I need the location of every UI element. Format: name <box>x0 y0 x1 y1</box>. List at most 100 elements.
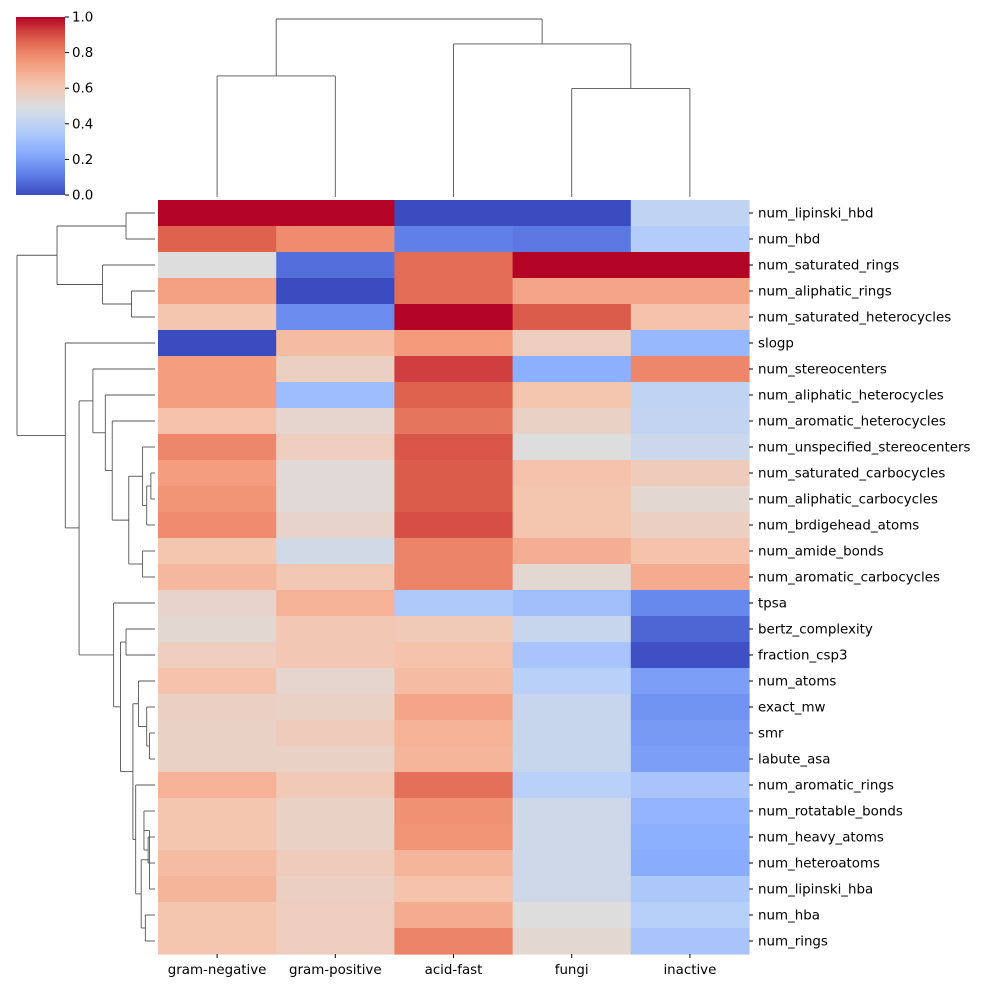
colorbar-tick-label: 0.4 <box>72 117 93 132</box>
heatmap-cell <box>394 304 514 331</box>
heatmap-cell <box>394 382 514 409</box>
heatmap-cell <box>512 642 632 669</box>
heatmap-cell <box>276 330 395 357</box>
heatmap-cell <box>276 564 395 591</box>
heatmap-cell <box>158 538 277 565</box>
heatmap-cell <box>512 252 632 279</box>
heatmap-cell <box>158 668 277 695</box>
heatmap-cell <box>394 902 514 929</box>
heatmap-cell <box>630 460 750 487</box>
heatmap-cell <box>158 356 277 383</box>
row-label: smr <box>758 727 784 742</box>
row-label: fraction_csp3 <box>758 649 848 664</box>
row-label: num_unspecified_stereocenters <box>758 441 971 456</box>
heatmap-cell <box>394 720 514 747</box>
heatmap-cell <box>158 252 277 279</box>
heatmap-cell <box>394 746 514 773</box>
heatmap-cell <box>630 330 750 357</box>
heatmap-cell <box>512 304 632 331</box>
colorbar-tick-label: 0.6 <box>72 82 93 97</box>
row-label: num_rings <box>758 935 828 950</box>
row-label: num_amide_bonds <box>758 545 884 560</box>
heatmap-cell <box>158 564 277 591</box>
heatmap-cell <box>158 226 277 253</box>
heatmap-cell <box>630 772 750 799</box>
heatmap-cell <box>394 668 514 695</box>
heatmap-cell <box>394 590 514 617</box>
heatmap-cell <box>394 252 514 279</box>
heatmap-cell <box>158 876 277 903</box>
heatmap-cell <box>512 538 632 565</box>
heatmap-cell <box>512 382 632 409</box>
heatmap-cell <box>276 694 395 721</box>
heatmap-cell <box>630 356 750 383</box>
heatmap-cell <box>276 486 395 513</box>
row-label: num_saturated_heterocycles <box>758 311 951 326</box>
heatmap-cell <box>630 798 750 825</box>
heatmap-cell <box>394 928 514 955</box>
colorbar: 0.0 0.2 0.4 0.6 0.8 1.0 <box>16 11 93 204</box>
heatmap-cell <box>512 278 632 305</box>
heatmap-cell <box>630 486 750 513</box>
heatmap-cell <box>394 460 514 487</box>
heatmap-cell <box>276 538 395 565</box>
heatmap-cell <box>512 746 632 773</box>
heatmap-cell <box>276 850 395 877</box>
heatmap-cell <box>630 434 750 461</box>
heatmap-cell <box>512 590 632 617</box>
heatmap-cell <box>630 408 750 435</box>
heatmap-cell <box>630 200 750 227</box>
heatmap-cell <box>512 876 632 903</box>
heatmap-cell <box>630 382 750 409</box>
heatmap-cell <box>394 512 514 539</box>
heatmap-cell <box>512 200 632 227</box>
colorbar-tick-label: 0.0 <box>72 189 93 204</box>
heatmap-cell <box>512 668 632 695</box>
heatmap-cell <box>630 538 750 565</box>
heatmap-cell <box>512 330 632 357</box>
heatmap-cell <box>512 512 632 539</box>
heatmap-cell <box>276 798 395 825</box>
heatmap-cell <box>394 200 514 227</box>
row-label: num_hbd <box>758 233 820 248</box>
heatmap-cell <box>512 902 632 929</box>
heatmap-cell <box>394 434 514 461</box>
heatmap-cell <box>512 460 632 487</box>
heatmap-cell <box>276 642 395 669</box>
heatmap-cell <box>158 772 277 799</box>
heatmap-cell <box>630 668 750 695</box>
column-label: gram-positive <box>289 963 382 978</box>
heatmap-cell <box>512 486 632 513</box>
heatmap-cell <box>276 304 395 331</box>
heatmap-cell <box>630 616 750 643</box>
heatmap-cell <box>630 642 750 669</box>
heatmap-cell <box>158 824 277 851</box>
heatmap-cell <box>158 850 277 877</box>
heatmap-cell <box>158 408 277 435</box>
heatmap-cell <box>630 694 750 721</box>
column-labels: gram-negative gram-positive acid-fast fungi… <box>168 954 716 978</box>
heatmap-cell <box>276 902 395 929</box>
heatmap-cell <box>276 720 395 747</box>
heatmap-cell <box>276 382 395 409</box>
heatmap-cell <box>158 278 277 305</box>
heatmap-cell <box>394 850 514 877</box>
heatmap-cell <box>394 330 514 357</box>
row-label: num_lipinski_hbd <box>758 207 874 222</box>
heatmap-cell <box>276 408 395 435</box>
row-label: num_aromatic_rings <box>758 779 894 794</box>
row-labels: num_lipinski_hbd num_hbd num_saturated_rin… <box>749 207 971 950</box>
heatmap-cell <box>394 694 514 721</box>
heatmap-cell <box>512 564 632 591</box>
heatmap-cell <box>630 304 750 331</box>
row-label: num_rotatable_bonds <box>758 805 903 820</box>
heatmap-cell <box>630 902 750 929</box>
heatmap-cell <box>158 642 277 669</box>
heatmap-cell <box>158 512 277 539</box>
heatmap-cell <box>394 486 514 513</box>
row-label: slogp <box>758 337 794 352</box>
heatmap-cell <box>276 460 395 487</box>
row-label: exact_mw <box>758 701 825 716</box>
row-label: num_aliphatic_rings <box>758 285 892 300</box>
heatmap-cell <box>276 928 395 955</box>
